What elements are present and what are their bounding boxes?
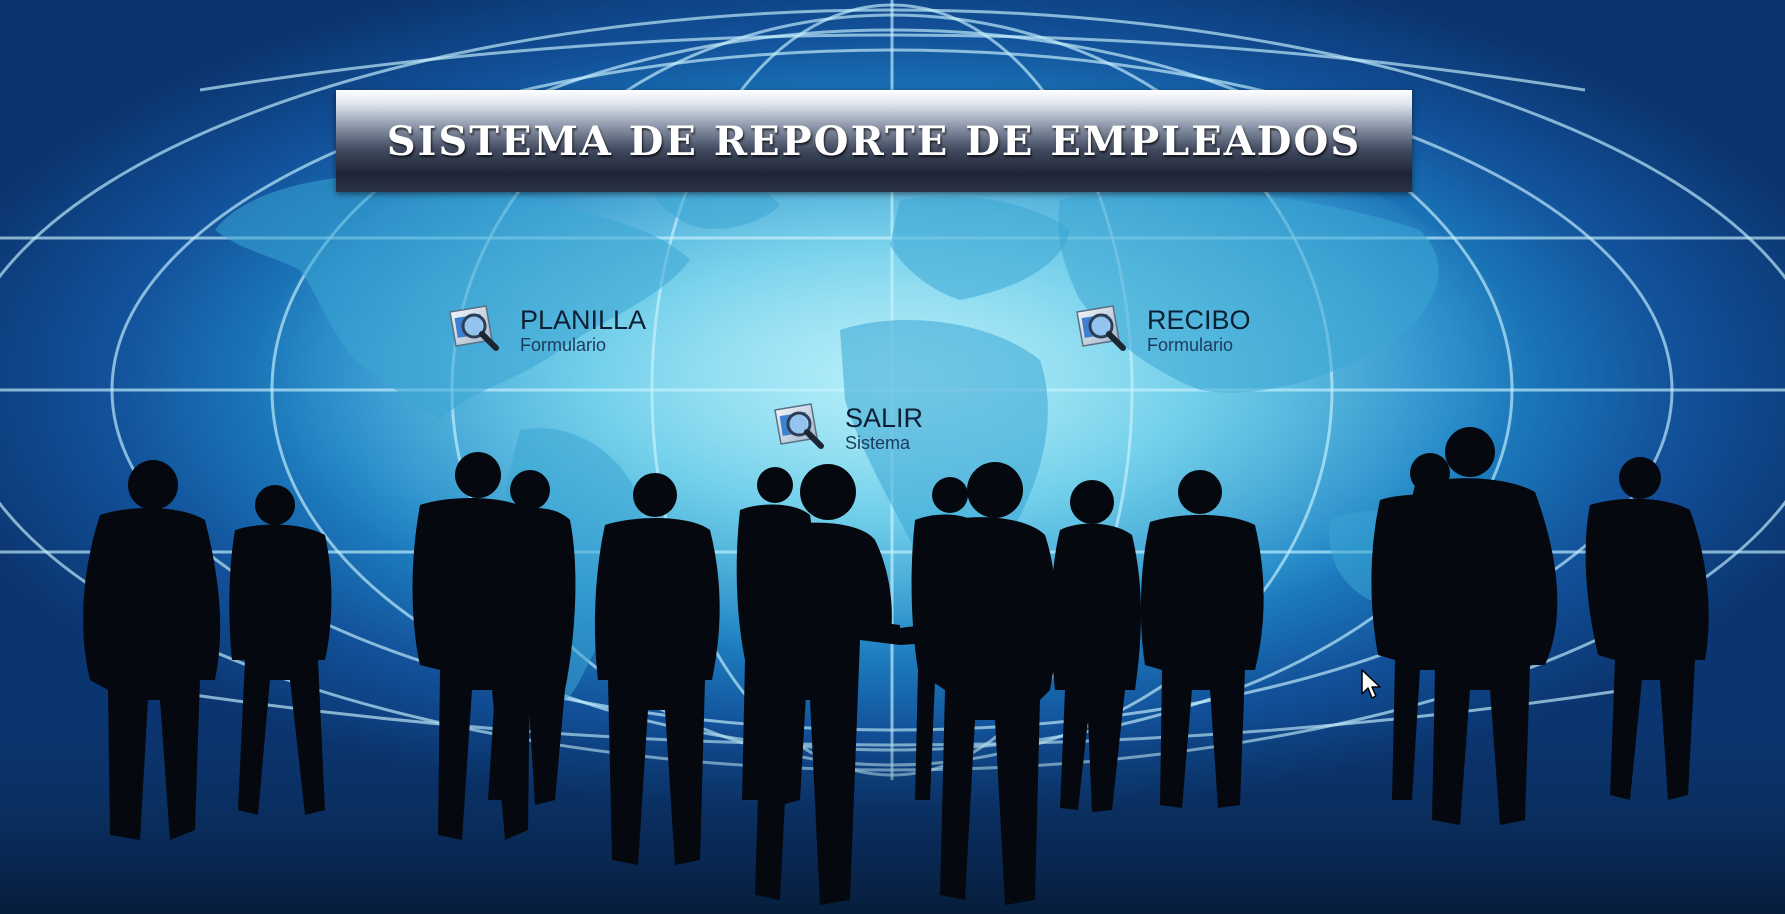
menu-item-salir[interactable]: SALIR Sistema [771,400,923,454]
search-document-icon [449,305,499,351]
mouse-cursor-icon [1361,669,1381,699]
menu-text-salir: SALIR Sistema [845,400,923,454]
title-banner: Sistema de Reporte de Empleados [336,90,1412,192]
search-document-icon [774,403,824,449]
menu-sub-recibo: Formulario [1147,335,1234,355]
menu-item-recibo[interactable]: RECIBO Formulario [1073,302,1251,356]
menu-sub-salir: Sistema [845,433,911,453]
menu-label-salir: SALIR [845,403,924,433]
menu-sub-planilla: Formulario [520,335,607,355]
page-title: Sistema de Reporte de Empleados [386,117,1362,165]
search-document-icon [1076,305,1126,351]
menu-text-recibo: RECIBO Formulario [1147,302,1251,356]
people-silhouettes [83,427,1709,905]
menu-item-planilla[interactable]: PLANILLA Formulario [446,302,646,356]
menu-label-planilla: PLANILLA [520,305,647,335]
menu-text-planilla: PLANILLA Formulario [520,302,646,356]
continents [215,174,1480,702]
menu-label-recibo: RECIBO [1147,305,1251,335]
